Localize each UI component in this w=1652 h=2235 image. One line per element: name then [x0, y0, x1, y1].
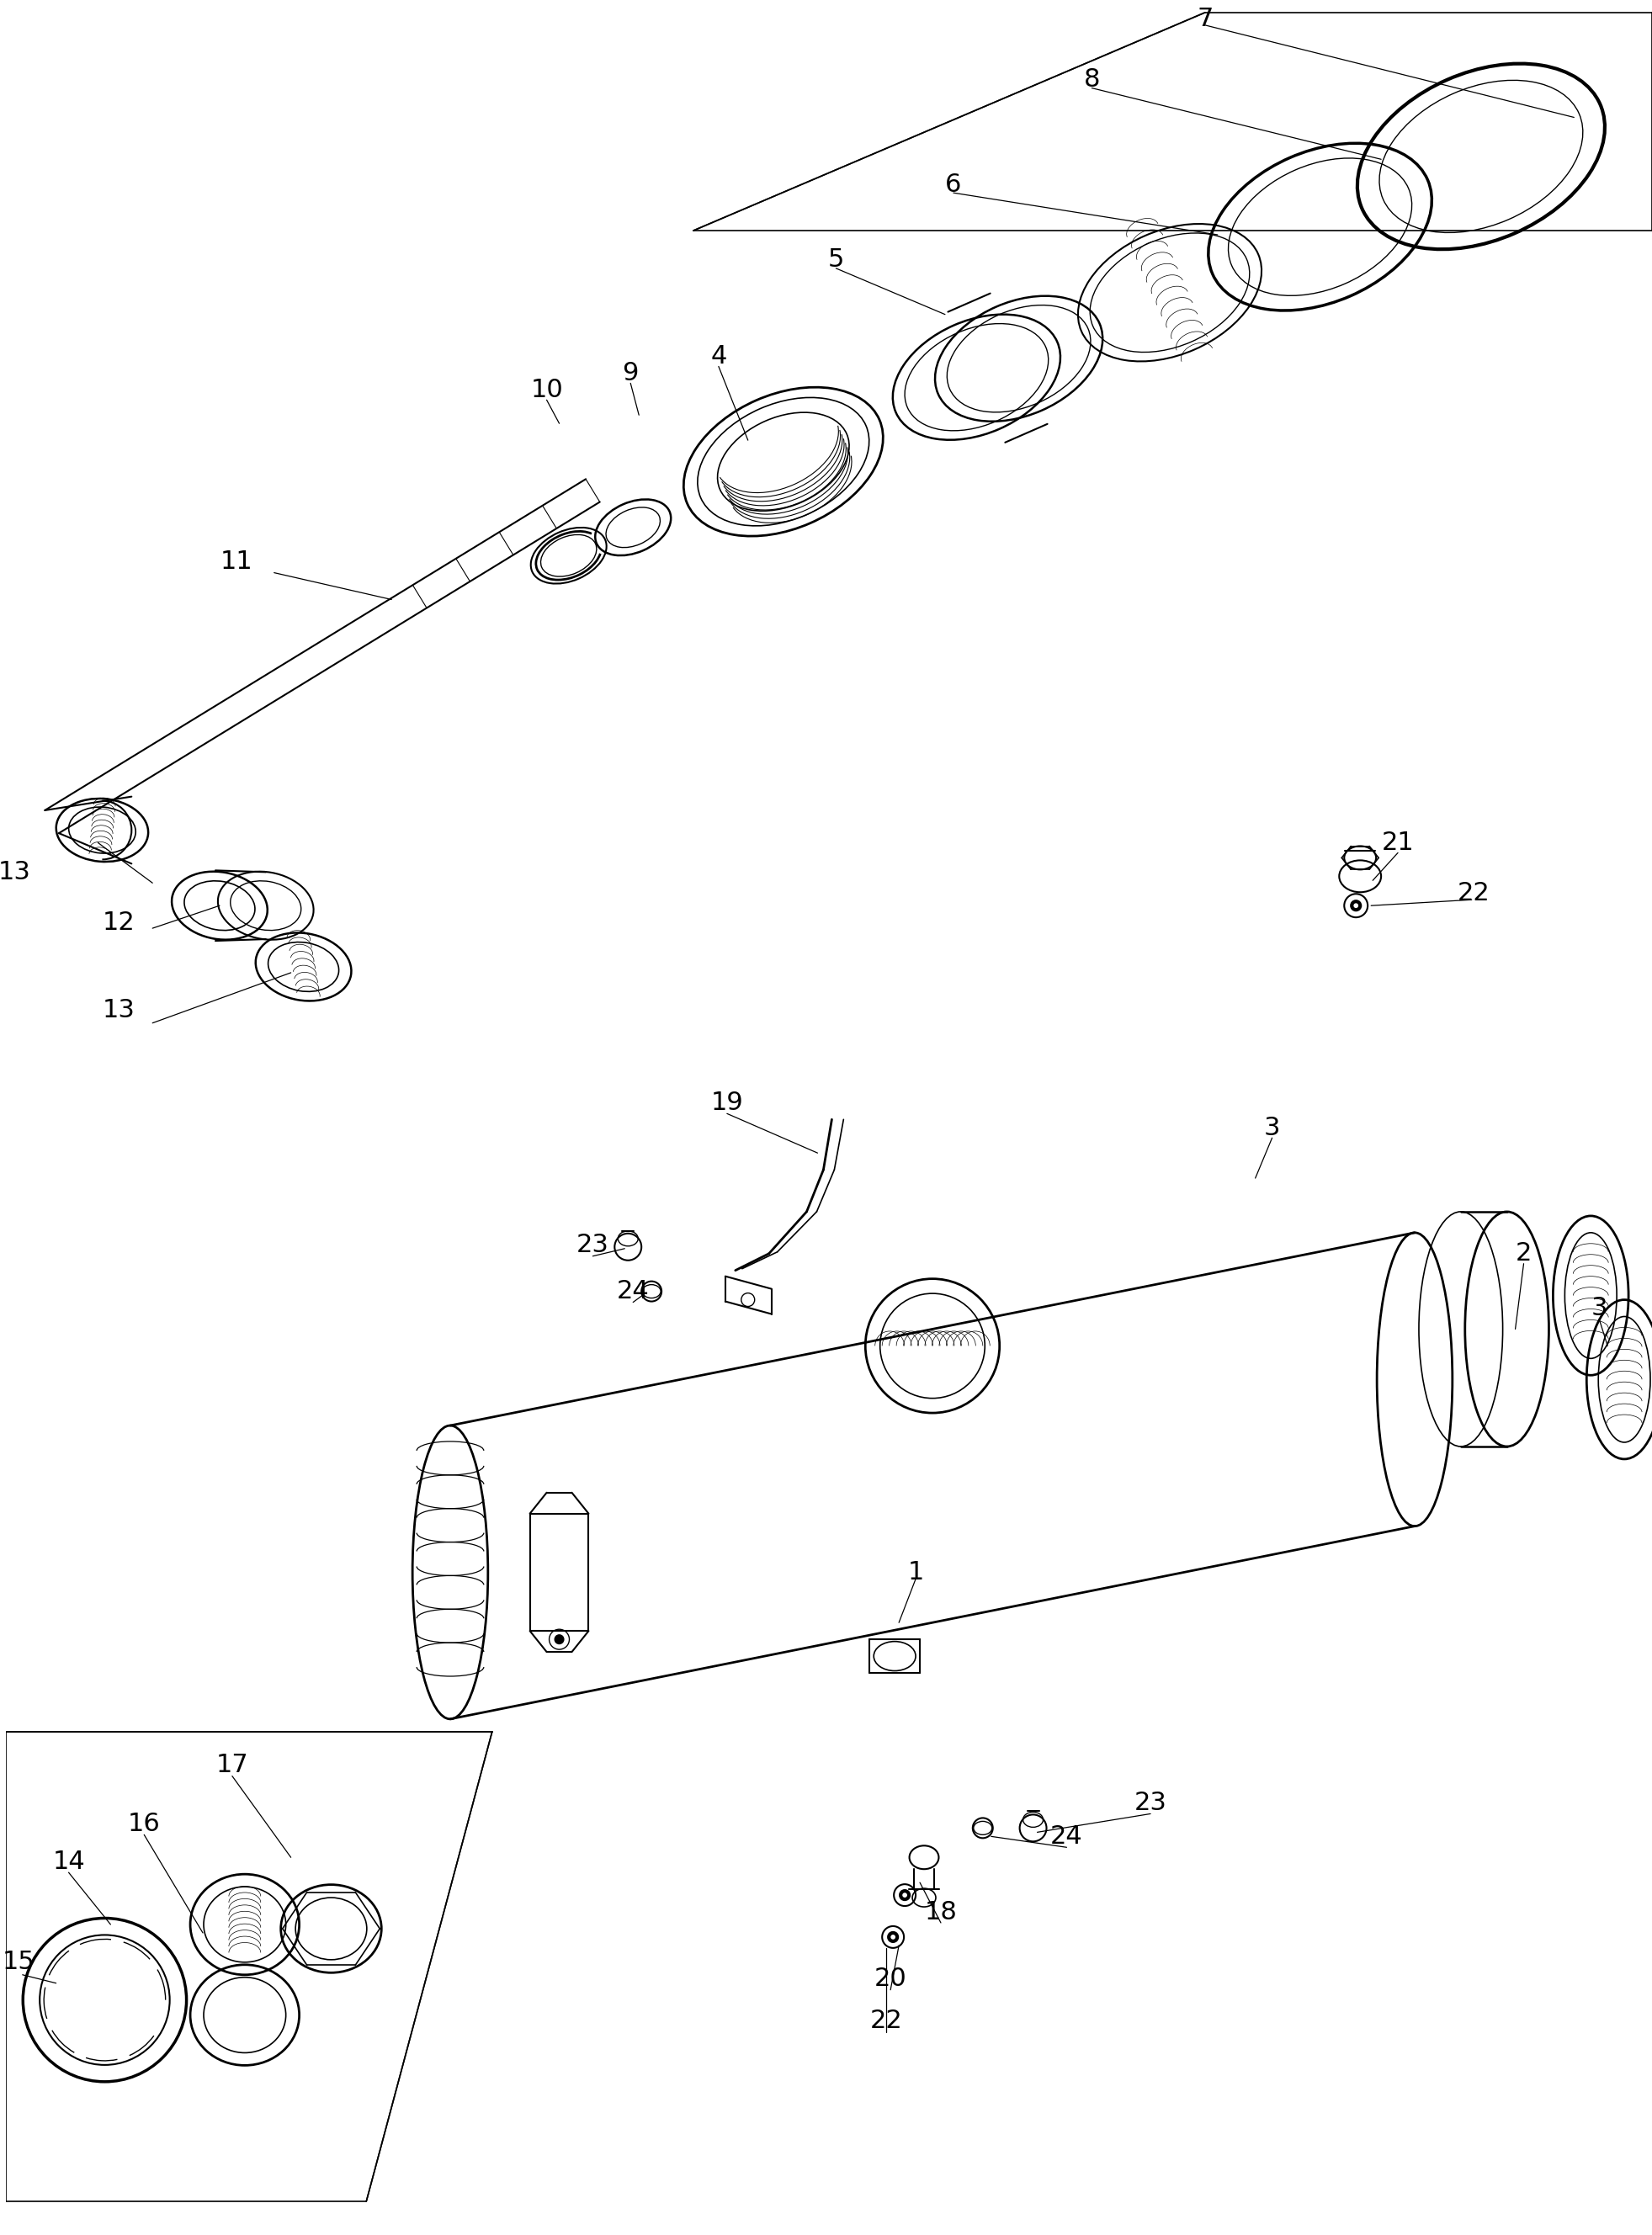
Text: 22: 22 — [871, 2009, 902, 2034]
Text: 23: 23 — [577, 1234, 610, 1258]
Text: 5: 5 — [828, 248, 844, 273]
Text: 8: 8 — [1084, 67, 1100, 92]
Text: 15: 15 — [2, 1949, 35, 1974]
Text: 6: 6 — [945, 172, 961, 197]
Text: 9: 9 — [623, 360, 639, 384]
Text: 19: 19 — [710, 1091, 743, 1115]
Text: 10: 10 — [530, 378, 563, 402]
Text: 3: 3 — [1264, 1115, 1280, 1140]
Text: 17: 17 — [216, 1752, 248, 1777]
Text: 18: 18 — [925, 1900, 957, 1924]
Text: 11: 11 — [220, 550, 253, 574]
Text: 3: 3 — [1591, 1296, 1607, 1321]
Text: 20: 20 — [874, 1967, 907, 1991]
Text: 14: 14 — [53, 1848, 84, 1873]
Text: 12: 12 — [102, 910, 135, 934]
Text: 7: 7 — [1196, 7, 1213, 31]
Text: 24: 24 — [616, 1278, 649, 1303]
Text: 13: 13 — [102, 999, 135, 1024]
Circle shape — [555, 1636, 563, 1643]
Text: 22: 22 — [1457, 881, 1490, 905]
Text: 23: 23 — [1135, 1790, 1166, 1815]
Text: 13: 13 — [0, 860, 30, 885]
Text: 16: 16 — [127, 1813, 160, 1835]
Text: 1: 1 — [907, 1560, 923, 1585]
Text: 21: 21 — [1381, 831, 1414, 856]
Text: 4: 4 — [710, 344, 727, 369]
Text: 2: 2 — [1515, 1240, 1531, 1265]
Text: 24: 24 — [1051, 1824, 1084, 1848]
